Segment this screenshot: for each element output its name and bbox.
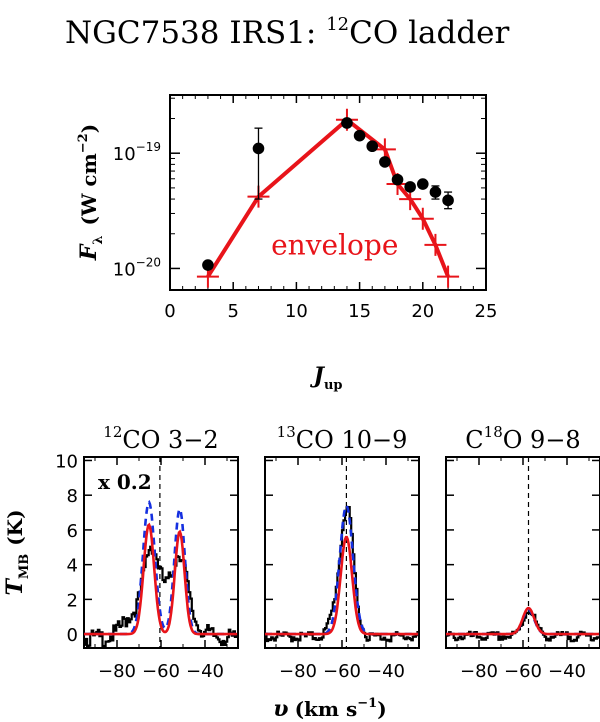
observed-point [391, 173, 404, 186]
observed-point [353, 129, 366, 142]
observed-point [341, 117, 353, 129]
x-tick-label: −40 [548, 661, 586, 682]
x-tick-label: 10 [285, 301, 308, 322]
observed-point [366, 140, 379, 153]
x-tick-label: 20 [411, 301, 434, 322]
y-tick-label: 4 [67, 556, 78, 577]
y-axis-label: Fλ(W cm−2) [76, 124, 106, 261]
observed-point [252, 142, 265, 155]
x-tick-label: −40 [186, 661, 224, 682]
model-red-line [265, 535, 419, 636]
y-tick-label: 10−20 [113, 255, 161, 280]
x-tick-label: −60 [504, 661, 542, 682]
model-point [424, 233, 447, 256]
x-tick-label: −80 [98, 661, 136, 682]
observed-point [442, 194, 454, 207]
observed-spectrum [84, 545, 238, 648]
y-tick-label: 10 [55, 451, 78, 472]
velocity-axis-label: υ (km s−1) [273, 696, 386, 722]
figure-title-prefix: NGC7538 IRS1: [65, 15, 326, 51]
model-red-line [446, 606, 600, 636]
model-point [411, 207, 434, 230]
plot-frame [169, 94, 487, 291]
y-tick-label: 8 [67, 486, 78, 507]
observed-point [417, 178, 429, 190]
figure-title-sup: 12 [326, 14, 349, 35]
y-tick-label: 10−19 [113, 140, 161, 165]
observed-point [379, 156, 391, 168]
panel-title: C18O 9−8 [465, 423, 580, 454]
envelope-label: envelope [271, 229, 398, 262]
x-tick-label: −80 [460, 661, 498, 682]
panel-title: 12CO 3−2 [103, 423, 218, 454]
x-tick-label: 25 [475, 301, 498, 322]
model-point [437, 265, 460, 288]
x-tick-label: 5 [227, 301, 238, 322]
x-tick-label: 15 [348, 301, 371, 322]
y-tick-label: 0 [67, 625, 78, 646]
observed-point [404, 181, 416, 193]
scale-factor-label: x 0.2 [98, 470, 152, 494]
observed-point [202, 259, 214, 271]
spectrum-c18o-9-8: −80 −60 −40 C18O 9−8 [445, 423, 600, 682]
spectrum-12co-3-2: −80 −60 −40 0 2 4 6 8 10 12CO 3−2 x 0.2 TMB(K) [2, 423, 239, 682]
figure-title-suffix: CO ladder [349, 15, 509, 51]
x-tick-label: 0 [164, 301, 175, 322]
co-ladder-plot: 0 5 10 15 20 25 10−20 10−19 envelope Jup Fλ(W cm−2… [76, 94, 498, 393]
x-tick-label: −60 [142, 661, 180, 682]
x-tick-label: −60 [323, 661, 361, 682]
y-tick-label: 6 [67, 521, 78, 542]
figure-title: NGC7538 IRS1: 12CO ladder [65, 14, 510, 51]
x-tick-label: −80 [279, 661, 317, 682]
spectrum-13co-10-9: −80 −60 −40 13CO 10−9 [264, 423, 420, 682]
panel-title: 13CO 10−9 [277, 423, 408, 454]
y-tick-label: 2 [67, 590, 78, 611]
model-red-line [84, 522, 238, 636]
x-tick-label: −40 [367, 661, 405, 682]
observed-point [429, 186, 442, 198]
x-axis-label: Jup [310, 363, 343, 393]
y-axis-label: TMB(K) [2, 509, 32, 595]
observed-spectrum [446, 611, 600, 643]
